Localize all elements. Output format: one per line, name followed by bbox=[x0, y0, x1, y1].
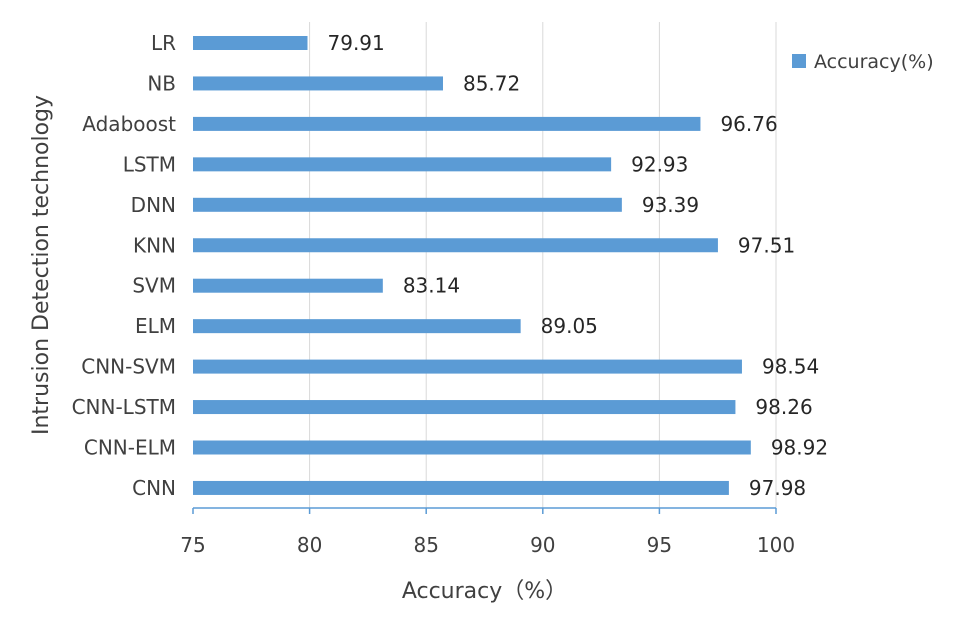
bars bbox=[193, 36, 751, 495]
legend-swatch bbox=[792, 54, 806, 68]
value-labels: 79.91 85.72 96.76 92.93 93.39 97.51 83.14 89.05… bbox=[328, 31, 829, 500]
bar bbox=[193, 197, 622, 212]
y-tick-label: LSTM bbox=[123, 152, 176, 176]
y-tick-label: CNN-LSTM bbox=[72, 395, 176, 419]
data-label: 83.14 bbox=[403, 274, 460, 298]
data-label: 96.76 bbox=[720, 112, 777, 136]
x-tick-label: 80 bbox=[297, 533, 322, 557]
y-tick-label: ELM bbox=[135, 314, 176, 338]
data-label: 98.92 bbox=[771, 436, 828, 460]
y-axis-title: Intrusion Detection technology bbox=[29, 95, 54, 435]
legend: Accuracy(%) bbox=[792, 51, 934, 73]
y-tick-label: CNN bbox=[132, 476, 176, 500]
x-tick-label: 100 bbox=[757, 533, 795, 557]
data-label: 97.51 bbox=[738, 233, 795, 257]
y-tick-label: NB bbox=[147, 71, 176, 95]
bar bbox=[193, 116, 701, 131]
y-tick-label: SVM bbox=[132, 274, 176, 298]
x-tick-label: 85 bbox=[413, 533, 438, 557]
y-tick-label: KNN bbox=[133, 233, 176, 257]
x-axis-title: Accuracy（%） bbox=[402, 579, 567, 604]
x-tick-label: 95 bbox=[647, 533, 672, 557]
data-label: 98.54 bbox=[762, 355, 819, 379]
y-tick-label: LR bbox=[151, 31, 176, 55]
y-tick-label: CNN-SVM bbox=[81, 355, 176, 379]
y-tick-label: Adaboost bbox=[82, 112, 176, 136]
data-label: 79.91 bbox=[328, 31, 385, 55]
gridlines bbox=[309, 22, 777, 508]
x-tick-labels: 75 80 85 90 95 100 bbox=[180, 508, 795, 557]
x-tick-label: 90 bbox=[530, 533, 555, 557]
bar bbox=[193, 36, 308, 50]
data-label: 92.93 bbox=[631, 152, 688, 176]
x-tick-label: 75 bbox=[180, 533, 205, 557]
bar bbox=[193, 319, 521, 334]
bar bbox=[193, 440, 751, 455]
data-label: 98.26 bbox=[755, 395, 812, 419]
data-label: 97.98 bbox=[749, 476, 806, 500]
y-tick-labels: LR NB Adaboost LSTM DNN KNN SVM ELM CNN-SVM CNN-L… bbox=[72, 31, 177, 500]
y-tick-label: DNN bbox=[131, 193, 176, 217]
data-label: 85.72 bbox=[463, 71, 520, 95]
bar bbox=[193, 480, 729, 495]
bar bbox=[193, 400, 736, 415]
bar bbox=[193, 238, 718, 253]
bar bbox=[193, 278, 383, 293]
bar bbox=[193, 359, 742, 374]
data-label: 89.05 bbox=[541, 314, 598, 338]
y-tick-label: CNN-ELM bbox=[84, 436, 176, 460]
bar bbox=[193, 157, 612, 172]
bar bbox=[193, 76, 443, 91]
data-label: 93.39 bbox=[642, 193, 699, 217]
legend-label: Accuracy(%) bbox=[814, 51, 934, 73]
